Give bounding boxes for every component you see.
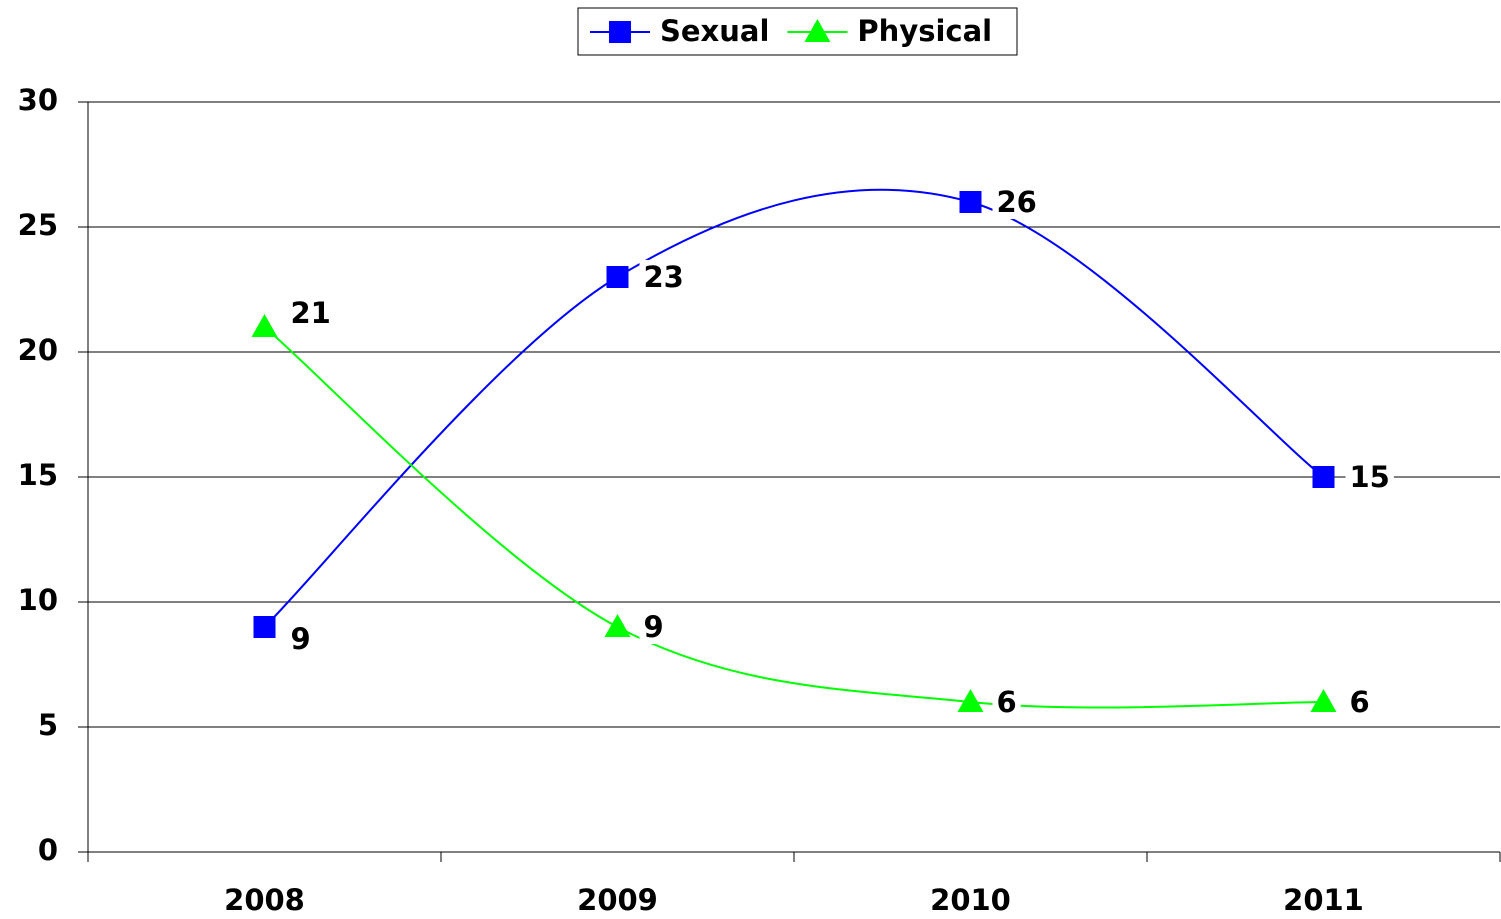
y-tick-label: 0 [38, 833, 58, 867]
data-point [251, 314, 278, 337]
data-point [1310, 689, 1337, 712]
y-tick-label: 5 [38, 708, 58, 742]
x-tick-label: 2008 [224, 883, 305, 917]
data-point [604, 614, 631, 637]
data-label: 9 [291, 622, 311, 656]
data-point [957, 689, 984, 712]
data-label-bg [1345, 685, 1374, 719]
legend-label: Physical [857, 14, 992, 48]
y-tick-label: 10 [18, 583, 58, 617]
data-label-bg [286, 622, 315, 656]
data-label: 26 [997, 185, 1037, 219]
y-tick-label: 30 [18, 83, 58, 117]
data-point [1312, 466, 1335, 488]
legend-marker [804, 19, 831, 42]
data-point [253, 616, 276, 638]
data-label-bg [639, 260, 688, 294]
legend-label: Sexual [660, 14, 769, 48]
data-point [959, 191, 982, 213]
x-tick-label: 2009 [577, 883, 658, 917]
x-tick-label: 2011 [1283, 883, 1364, 917]
legend-marker [609, 21, 631, 43]
data-label: 9 [644, 610, 664, 644]
data-label: 21 [291, 296, 331, 330]
data-label: 6 [997, 685, 1017, 719]
data-label-bg [286, 296, 335, 330]
series-line [263, 326, 1324, 709]
data-label: 15 [1350, 460, 1390, 494]
data-label-bg [639, 610, 668, 644]
x-tick-label: 2010 [930, 883, 1011, 917]
y-tick-label: 20 [18, 333, 58, 367]
series-line [263, 188, 1325, 628]
data-point [606, 266, 629, 288]
data-label-bg [992, 685, 1021, 719]
y-tick-label: 15 [18, 458, 58, 492]
data-label: 23 [644, 260, 684, 294]
data-label-bg [1345, 460, 1394, 494]
data-label: 6 [1350, 685, 1370, 719]
y-tick-label: 25 [18, 208, 58, 242]
data-label-bg [992, 185, 1041, 219]
